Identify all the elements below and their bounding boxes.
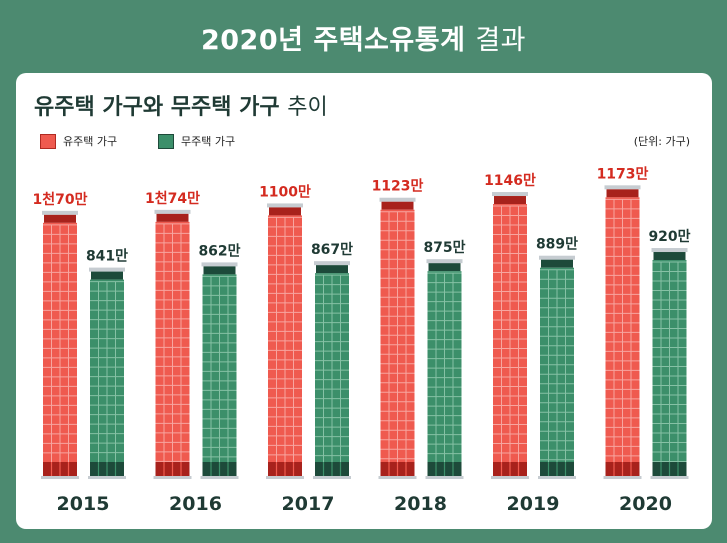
nonowner-ground: [538, 476, 576, 479]
nonowner-roof-cap: [539, 255, 575, 260]
nonowner-bar-4: [538, 255, 576, 479]
chart-svg: 1천70만 841만 2015 1천74만 862만 2016 1100만 867만 2017 1…: [33, 166, 691, 515]
title-bold: 2020년 주택소유통계: [200, 25, 466, 56]
legend-owner: 유주택 가구: [40, 133, 117, 149]
owner-bar-1: [153, 209, 192, 479]
nonowner-value-label-4: 889만: [536, 237, 578, 253]
nonowner-ground: [650, 476, 689, 479]
owner-bar-0: [41, 210, 79, 479]
year-label-2015: 2015: [57, 493, 110, 515]
owner-roof: [44, 214, 76, 223]
chart-subtitle: 유주택 가구와 무주택 가구 추이: [34, 89, 328, 121]
nonowner-roof: [653, 252, 686, 261]
nonowner-ground: [200, 476, 239, 479]
year-label-2020: 2020: [619, 493, 672, 515]
year-label-2019: 2019: [507, 493, 560, 515]
owner-value-label-3: 1123만: [372, 179, 424, 195]
nonowner-roof-cap: [651, 248, 688, 253]
nonowner-roof: [428, 263, 461, 272]
owner-ground: [41, 476, 79, 479]
owner-value-label-2: 1100만: [259, 184, 311, 200]
owner-roof-cap: [492, 192, 528, 197]
owner-value-label-1: 1천74만: [145, 191, 200, 207]
owner-value-label-0: 1천70만: [33, 192, 88, 208]
subtitle-bold: 유주택 가구와 무주택 가구: [34, 95, 280, 120]
chart-panel: 유주택 가구와 무주택 가구 추이 유주택 가구 무주택 가구 (단위: 가구)…: [16, 73, 712, 529]
owner-bar-3: [378, 197, 417, 479]
owner-ground: [603, 476, 642, 479]
year-label-2017: 2017: [282, 493, 335, 515]
nonowner-roof-cap: [314, 261, 350, 266]
subtitle-light: 추이: [287, 95, 328, 120]
nonowner-value-label-1: 862만: [198, 243, 240, 259]
owner-value-label-5: 1173만: [597, 166, 649, 182]
legend-owner-label: 유주택 가구: [63, 135, 118, 148]
nonowner-ground: [425, 476, 464, 479]
owner-ground: [491, 476, 529, 479]
owner-roof-cap: [604, 185, 641, 190]
nonowner-ground: [88, 476, 126, 479]
owner-roof: [156, 213, 189, 222]
nonowner-bar-2: [313, 261, 351, 479]
legend-nonowner-building-icon: [158, 133, 174, 149]
nonowner-roof: [541, 259, 573, 268]
nonowner-value-label-5: 920만: [648, 229, 690, 245]
nonowner-roof-cap: [201, 262, 238, 267]
legend-nonowner: 무주택 가구: [158, 133, 235, 149]
owner-ground: [378, 476, 417, 479]
nonowner-ground: [313, 476, 351, 479]
nonowner-bar-0: [88, 267, 126, 479]
nonowner-roof: [316, 265, 348, 274]
owner-bar-4: [491, 192, 529, 479]
nonowner-bar-1: [200, 262, 239, 479]
nonowner-value-label-0: 841만: [86, 249, 128, 265]
owner-roof-cap: [379, 197, 416, 202]
owner-roof-cap: [154, 209, 191, 214]
owner-roof: [494, 196, 526, 205]
owner-ground: [266, 476, 304, 479]
owner-roof: [606, 189, 639, 198]
nonowner-roof: [91, 271, 123, 280]
nonowner-bar-5: [650, 248, 689, 479]
year-label-2016: 2016: [169, 493, 222, 515]
year-label-2018: 2018: [394, 493, 447, 515]
nonowner-bar-3: [425, 259, 464, 479]
title-light: 결과: [475, 25, 527, 56]
owner-ground: [153, 476, 192, 479]
owner-value-label-4: 1146만: [484, 173, 536, 189]
nonowner-roof-cap: [426, 259, 463, 264]
owner-roof: [381, 201, 414, 210]
nonowner-value-label-3: 875만: [423, 240, 465, 256]
legend-nonowner-label: 무주택 가구: [181, 135, 236, 148]
owner-bar-2: [266, 203, 304, 479]
unit-label: (단위: 가구): [633, 135, 690, 148]
owner-roof-cap: [42, 210, 78, 215]
nonowner-roof-cap: [89, 267, 125, 272]
owner-roof: [269, 207, 301, 216]
owner-bar-5: [603, 185, 642, 479]
page-title: 2020년 주택소유통계 결과: [0, 18, 727, 57]
nonowner-value-label-2: 867만: [311, 242, 353, 258]
legend-owner-building-icon: [40, 133, 56, 149]
nonowner-roof: [203, 266, 236, 275]
owner-roof-cap: [267, 203, 303, 208]
